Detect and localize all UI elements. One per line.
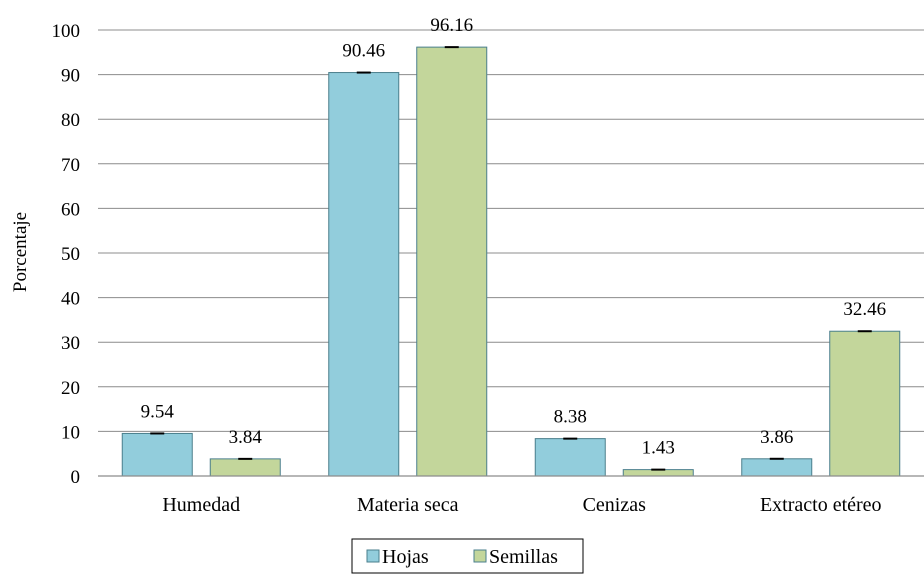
legend-swatch-hojas	[367, 550, 379, 562]
error-bars	[150, 47, 872, 469]
category-label: Materia seca	[357, 494, 459, 516]
bar-semillas-0	[210, 459, 280, 476]
data-label: 96.16	[430, 15, 473, 36]
data-label: 1.43	[642, 438, 675, 459]
y-tick-label: 30	[61, 333, 80, 354]
y-tick-label: 0	[71, 467, 81, 488]
bar-hojas-0	[122, 433, 192, 476]
category-label: Extracto etéreo	[760, 494, 882, 516]
y-tick-label: 100	[52, 21, 81, 42]
bar-semillas-1	[417, 47, 487, 476]
legend-label-hojas: Hojas	[382, 546, 429, 568]
bars	[122, 47, 900, 476]
data-label: 90.46	[342, 41, 385, 62]
gridlines	[98, 30, 924, 431]
y-tick-label: 80	[61, 110, 80, 131]
bar-hojas-1	[329, 73, 399, 476]
legend-swatch-semillas	[474, 550, 486, 562]
legend-label-semillas: Semillas	[489, 546, 558, 568]
y-axis-ticks: 0 10 20 30 40 50 60 70 80 90 100	[52, 21, 81, 488]
y-tick-label: 50	[61, 244, 80, 265]
data-label: 8.38	[554, 407, 587, 428]
data-labels: 9.54 90.46 8.38 3.86 3.84 96.16 1.43 32.46	[141, 15, 887, 458]
y-axis-title: Porcentaje	[10, 212, 31, 292]
bar-semillas-3	[830, 331, 900, 476]
bar-hojas-2	[535, 439, 605, 476]
data-label: 9.54	[141, 401, 175, 422]
y-tick-label: 20	[61, 378, 80, 399]
legend: Hojas Semillas	[352, 539, 583, 573]
y-tick-label: 10	[61, 422, 80, 443]
data-label: 3.84	[229, 427, 263, 448]
category-labels: Humedad Materia seca Cenizas Extracto etére…	[162, 494, 881, 516]
y-tick-label: 40	[61, 289, 80, 310]
category-label: Humedad	[162, 494, 240, 516]
data-label: 32.46	[843, 299, 886, 320]
y-tick-label: 90	[61, 66, 80, 87]
y-tick-label: 70	[61, 155, 80, 176]
y-tick-label: 60	[61, 199, 80, 220]
bar-hojas-3	[742, 459, 812, 476]
category-label: Cenizas	[583, 494, 647, 516]
data-label: 3.86	[760, 427, 793, 448]
